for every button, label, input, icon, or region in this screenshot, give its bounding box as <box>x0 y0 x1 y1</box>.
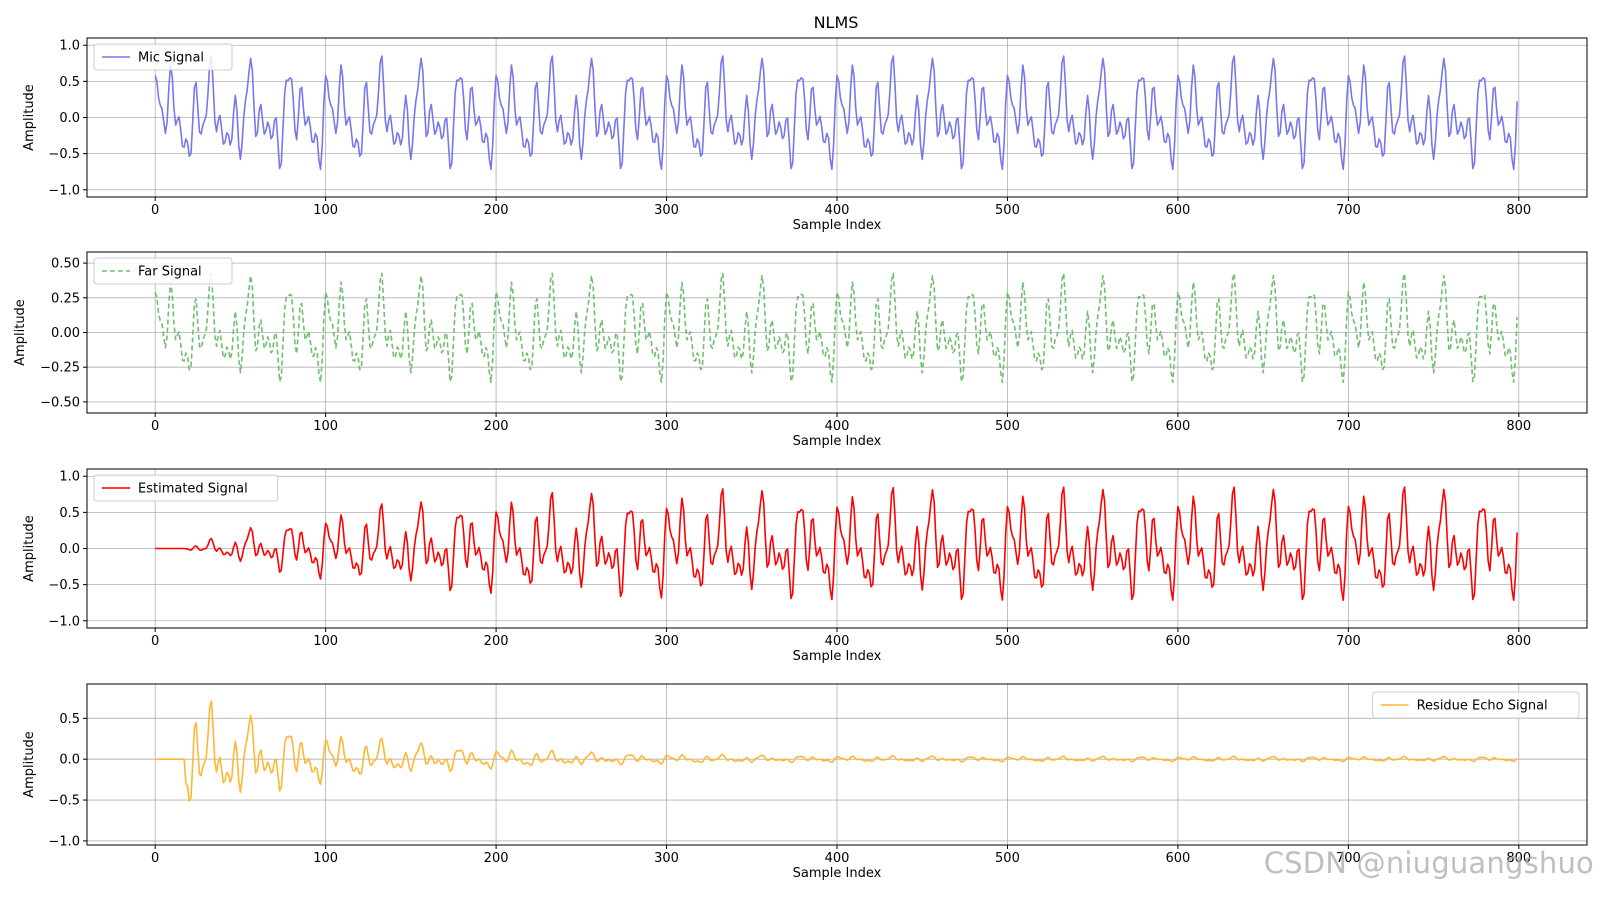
x-tick-label: 100 <box>313 851 338 866</box>
y-axis-label: Amplitude <box>22 84 37 151</box>
y-axis-label: Amplitude <box>22 515 37 582</box>
y-axis-label: Amplitude <box>22 731 37 798</box>
x-tick-label: 600 <box>1165 634 1190 649</box>
x-tick-label: 0 <box>151 634 159 649</box>
x-tick-label: 500 <box>995 851 1020 866</box>
y-tick-label: 0.5 <box>59 506 80 521</box>
subplot-mic: 0 100 200 300 400 500 600 700 800 −1.0 −0.5 0.0 0.5 1… <box>22 37 1588 233</box>
x-tick-label: 800 <box>1506 851 1531 866</box>
x-tick-label: 300 <box>654 419 679 434</box>
y-tick-label: 0.5 <box>59 712 80 727</box>
x-tick-label: 400 <box>825 851 850 866</box>
y-tick-label: −1.0 <box>48 614 80 629</box>
x-tick-label: 300 <box>654 634 679 649</box>
y-tick-label: 0.5 <box>59 75 80 90</box>
y-tick-label: 0.25 <box>51 291 80 306</box>
y-tick-label: 0.00 <box>51 326 80 341</box>
y-tick-label: −0.5 <box>48 578 80 593</box>
y-tick-label: 1.0 <box>59 470 80 485</box>
x-tick-label: 700 <box>1336 419 1361 434</box>
y-tick-label: −1.0 <box>48 834 80 849</box>
legend-box <box>93 257 233 285</box>
series-line-estimated <box>155 486 1518 602</box>
x-tick-label: 200 <box>484 851 509 866</box>
x-axis-label: Sample Index <box>793 866 882 881</box>
series-line-far <box>154 272 1518 383</box>
y-tick-label: −0.5 <box>48 794 80 809</box>
legend-mic: Mic Signal <box>93 43 233 71</box>
y-axis-label: Amplitude <box>13 299 28 366</box>
figure-title: NLMS <box>814 13 859 32</box>
subplot-estimated: 0 100 200 300 400 500 600 700 800 −1.0 −0.5 0.0 0.5 1… <box>22 468 1588 664</box>
x-tick-label: 600 <box>1165 419 1190 434</box>
legend-estimated: Estimated Signal <box>93 474 279 502</box>
x-tick-label: 400 <box>825 203 850 218</box>
x-tick-label: 300 <box>654 851 679 866</box>
legend-box <box>1372 691 1580 719</box>
x-tick-label: 200 <box>484 634 509 649</box>
y-tick-label: 0.0 <box>59 111 80 126</box>
y-tick-label: −0.25 <box>40 361 80 376</box>
series-line-residue <box>155 700 1518 802</box>
series-line-mic <box>154 55 1518 171</box>
x-tick-label: 500 <box>995 634 1020 649</box>
x-tick-label: 600 <box>1165 851 1190 866</box>
y-tick-label: 0.0 <box>59 542 80 557</box>
legend-label: Far Signal <box>138 265 202 280</box>
legend-label: Mic Signal <box>138 51 204 66</box>
x-tick-label: 100 <box>313 419 338 434</box>
x-tick-label: 800 <box>1506 419 1531 434</box>
x-tick-label: 500 <box>995 419 1020 434</box>
x-axis-label: Sample Index <box>793 434 882 449</box>
legend-residue: Residue Echo Signal <box>1372 691 1580 719</box>
x-tick-label: 0 <box>151 419 159 434</box>
legend-label: Estimated Signal <box>138 482 248 497</box>
x-tick-label: 700 <box>1336 203 1361 218</box>
x-tick-label: 100 <box>313 203 338 218</box>
legend-far: Far Signal <box>93 257 233 285</box>
y-tick-label: −0.50 <box>40 395 80 410</box>
y-tick-label: 0.0 <box>59 753 80 768</box>
legend-box <box>93 474 279 502</box>
subplot-far: 0 100 200 300 400 500 600 700 800 −0.50 −0.25 0.00 0… <box>13 251 1588 449</box>
x-tick-label: 200 <box>484 419 509 434</box>
x-tick-label: 300 <box>654 203 679 218</box>
x-tick-label: 600 <box>1165 203 1190 218</box>
subplot-residue: 0 100 200 300 400 500 600 700 800 −1.0 −0.5 0.0 0.5 S… <box>22 683 1588 881</box>
x-tick-label: 200 <box>484 203 509 218</box>
x-tick-label: 0 <box>151 851 159 866</box>
x-tick-label: 800 <box>1506 203 1531 218</box>
x-tick-label: 400 <box>825 634 850 649</box>
x-tick-label: 400 <box>825 419 850 434</box>
x-tick-label: 500 <box>995 203 1020 218</box>
x-tick-label: 0 <box>151 203 159 218</box>
y-tick-label: −0.5 <box>48 147 80 162</box>
x-tick-label: 800 <box>1506 634 1531 649</box>
legend-label: Residue Echo Signal <box>1417 699 1548 714</box>
csdn-watermark: CSDN @niuguangshuo <box>1263 846 1594 880</box>
x-tick-label: 700 <box>1336 634 1361 649</box>
legend-box <box>93 43 233 71</box>
x-axis-label: Sample Index <box>793 218 882 233</box>
y-tick-label: 0.50 <box>51 257 80 272</box>
x-axis-label: Sample Index <box>793 649 882 664</box>
y-tick-label: −1.0 <box>48 183 80 198</box>
y-tick-label: 1.0 <box>59 39 80 54</box>
x-tick-label: 100 <box>313 634 338 649</box>
x-tick-label: 700 <box>1336 851 1361 866</box>
